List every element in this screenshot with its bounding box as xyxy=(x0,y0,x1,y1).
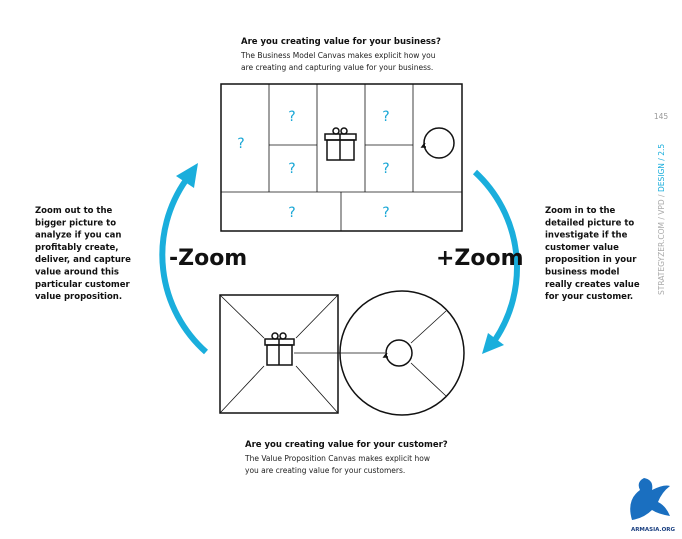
side-path: STRATEGYZER.COM / VPD / DESIGN / 2.5 xyxy=(657,144,666,295)
bottom-title: Are you creating value for your customer… xyxy=(245,440,448,450)
question-mark: ? xyxy=(382,161,389,177)
text-line: customer value xyxy=(545,243,619,253)
question-mark: ? xyxy=(288,109,295,125)
gift-icon xyxy=(264,332,295,366)
text-line: proposition in your xyxy=(545,255,637,265)
side-section: DESIGN / 2.5 xyxy=(657,144,666,192)
bottom-line: The Value Proposition Canvas makes expli… xyxy=(244,454,430,463)
arrow-head xyxy=(176,163,198,188)
right-text: Zoom in to the detailed picture to investi… xyxy=(545,206,640,302)
side-path-text: STRATEGYZER.COM / VPD / xyxy=(657,192,666,295)
logo: ARMASIA.ORG xyxy=(630,478,676,533)
text-line: value around this xyxy=(35,268,119,278)
text-line: particular customer xyxy=(35,280,131,290)
text-line: profitably create, xyxy=(35,243,119,253)
arrow-head xyxy=(482,333,504,354)
top-line: The Business Model Canvas makes explicit… xyxy=(240,51,436,60)
zoom-in-label: +Zoom xyxy=(436,246,524,271)
question-mark: ? xyxy=(237,136,244,152)
text-line: really creates value xyxy=(545,280,640,290)
text-line: investigate if the xyxy=(545,231,628,241)
value-proposition-canvas xyxy=(219,290,465,416)
face-icon xyxy=(420,127,455,159)
text-line: Zoom out to the xyxy=(35,206,113,216)
question-mark: ? xyxy=(382,205,389,221)
gift-icon xyxy=(324,127,357,161)
zoom-out-label: -Zoom xyxy=(169,246,247,271)
business-model-canvas xyxy=(220,83,463,232)
text-line: Zoom in to the xyxy=(545,206,616,216)
text-line: value proposition. xyxy=(35,292,122,302)
top-line: are creating and capturing value for you… xyxy=(241,63,433,72)
logo-text: ARMASIA.ORG xyxy=(631,527,676,533)
text-line: bigger picture to xyxy=(35,218,116,228)
arrows xyxy=(159,169,520,355)
text-line: analyze if you can xyxy=(35,231,121,241)
top-title: Are you creating value for your business… xyxy=(241,37,441,47)
question-mark: ? xyxy=(382,109,389,125)
question-mark: ? xyxy=(288,161,295,177)
page-number: 145 xyxy=(654,112,669,121)
left-text: Zoom out to the bigger picture to analyze … xyxy=(35,206,131,302)
bottom-line: you are creating value for your customer… xyxy=(245,466,405,475)
text-line: deliver, and capture xyxy=(35,255,131,265)
question-mark: ? xyxy=(288,205,295,221)
text-line: for your customer. xyxy=(545,292,633,302)
text-line: business model xyxy=(545,268,620,278)
face-icon xyxy=(382,339,413,367)
text-line: detailed picture to xyxy=(545,218,634,228)
